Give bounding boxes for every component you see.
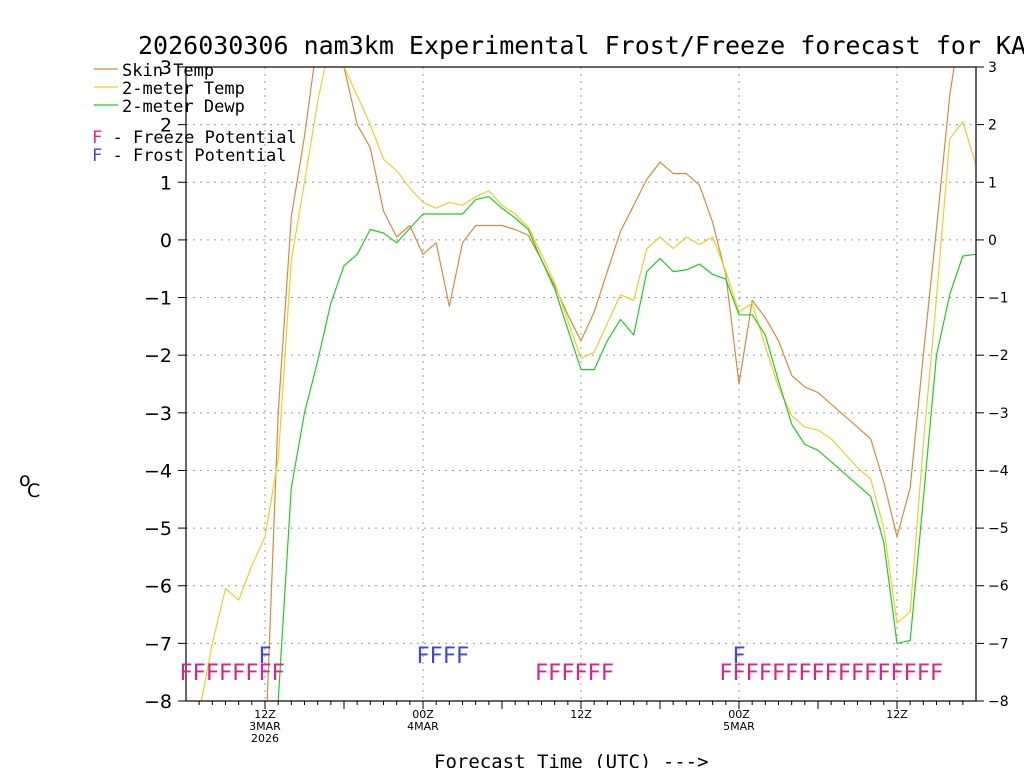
y-tick-label-right: 2 <box>988 118 997 134</box>
degree-symbol: o <box>19 469 31 491</box>
y-tick-label-left: −6 <box>144 576 172 598</box>
freeze-flag: F <box>930 661 943 686</box>
y-tick-label-left: −7 <box>144 633 172 655</box>
freeze-flag: F <box>825 661 838 686</box>
y-tick-label-right: 1 <box>988 175 997 191</box>
x-tick-label: 12Z <box>886 708 908 721</box>
freeze-flag: F <box>811 661 824 686</box>
freeze-flag: F <box>904 661 917 686</box>
freeze-flag: F <box>245 661 258 686</box>
legend-freeze-potential: F - Freeze Potential <box>92 128 297 148</box>
freeze-flag: F <box>258 661 271 686</box>
freeze-flag: F <box>798 661 811 686</box>
freeze-flag: F <box>193 661 206 686</box>
chart-title: 2026030306 nam3km Experimental Frost/Fre… <box>138 31 1024 60</box>
freeze-flag: F <box>548 661 561 686</box>
x-tick-label: 4MAR <box>407 720 439 733</box>
frost-flag: F <box>443 644 456 669</box>
series-group <box>200 67 976 701</box>
freeze-flag: F <box>759 661 772 686</box>
freeze-flag: F <box>746 661 759 686</box>
x-tick-label: 5MAR <box>723 720 755 733</box>
freeze-flag: F <box>179 661 192 686</box>
y-tick-label-right: −1 <box>988 291 1009 307</box>
series-line-2-meter-temp <box>200 67 976 701</box>
freeze-flag: F <box>272 661 285 686</box>
freeze-flag: F <box>588 661 601 686</box>
freeze-flag: F <box>838 661 851 686</box>
y-tick-label-left: −8 <box>144 691 172 713</box>
freeze-flag: F <box>535 661 548 686</box>
series-line-2-meter-dewp <box>277 196 976 701</box>
freeze-flag: F <box>917 661 930 686</box>
freeze-flag: F <box>877 661 890 686</box>
potential-flags: F F F F F FF F F F F F F F F F F F F F F F F F F F F F F F F F F F F F F <box>179 644 943 686</box>
freeze-flag: F <box>719 661 732 686</box>
freeze-flag: F <box>601 661 614 686</box>
freeze-flag: F <box>574 661 587 686</box>
y-axis-ticks: 3 3 2 2 1 1 0 0 −1 −1 −2 −2 −3 −3 −4 −4 −5 −5 −6 −6 −7 −7 −8 −8 <box>144 57 1009 713</box>
y-tick-label-right: −7 <box>988 636 1009 652</box>
x-tick-label: 00Z <box>412 708 434 721</box>
y-tick-label-left: −2 <box>144 345 172 367</box>
freeze-flag: F <box>561 661 574 686</box>
freeze-flag: F <box>890 661 903 686</box>
freeze-flag: F <box>772 661 785 686</box>
y-tick-label-right: −2 <box>988 348 1009 364</box>
legend-2m-temp: 2-meter Temp <box>122 79 245 99</box>
y-tick-label-right: 0 <box>988 233 997 249</box>
y-tick-label-right: −5 <box>988 521 1009 537</box>
freeze-flag: F <box>864 661 877 686</box>
y-tick-label-left: 1 <box>160 172 172 194</box>
freeze-flag: F <box>851 661 864 686</box>
frost-flag: F <box>456 644 469 669</box>
unit-celsius: C <box>27 480 40 502</box>
freeze-flag: F <box>206 661 219 686</box>
freeze-flag: F <box>732 661 745 686</box>
x-tick-label: 12Z <box>570 708 592 721</box>
y-tick-label-right: −4 <box>988 463 1009 479</box>
y-tick-label-left: 3 <box>160 57 172 79</box>
y-tick-label-right: −3 <box>988 406 1009 422</box>
legend-frost-potential: F - Frost Potential <box>92 146 286 166</box>
legend-skin-temp: Skin Temp <box>122 61 214 81</box>
y-tick-label-right: 3 <box>988 60 997 76</box>
frost-flag: F <box>732 644 745 669</box>
frost-flag: F <box>416 644 429 669</box>
y-tick-label-left: −5 <box>144 518 172 540</box>
frost-flag: F <box>258 644 271 669</box>
x-axis-label: Forecast Time (UTC) ---> <box>434 751 709 768</box>
y-tick-label-left: −4 <box>144 460 172 482</box>
grid <box>186 67 976 701</box>
freeze-flag: F <box>232 661 245 686</box>
y-tick-label-left: 0 <box>160 230 172 252</box>
frost-flag: F <box>430 644 443 669</box>
legend: Skin Temp 2-meter Temp 2-meter Dewp F - … <box>92 61 297 166</box>
freeze-flag: F <box>785 661 798 686</box>
y-tick-label-right: −8 <box>988 694 1009 710</box>
x-tick-label: 12Z <box>254 708 276 721</box>
y-tick-label-left: −1 <box>144 288 172 310</box>
legend-2m-dewp: 2-meter Dewp <box>122 97 245 117</box>
y-tick-label-right: −6 <box>988 579 1009 595</box>
x-tick-label: 00Z <box>728 708 750 721</box>
series-line-skin-temp <box>266 67 955 701</box>
x-tick-label: 2026 <box>251 732 279 745</box>
freeze-flag: F <box>219 661 232 686</box>
y-axis-unit: o C <box>19 469 40 502</box>
x-tick-label: 3MAR <box>249 720 281 733</box>
y-tick-label-left: 2 <box>160 115 172 137</box>
y-tick-label-left: −3 <box>144 403 172 425</box>
